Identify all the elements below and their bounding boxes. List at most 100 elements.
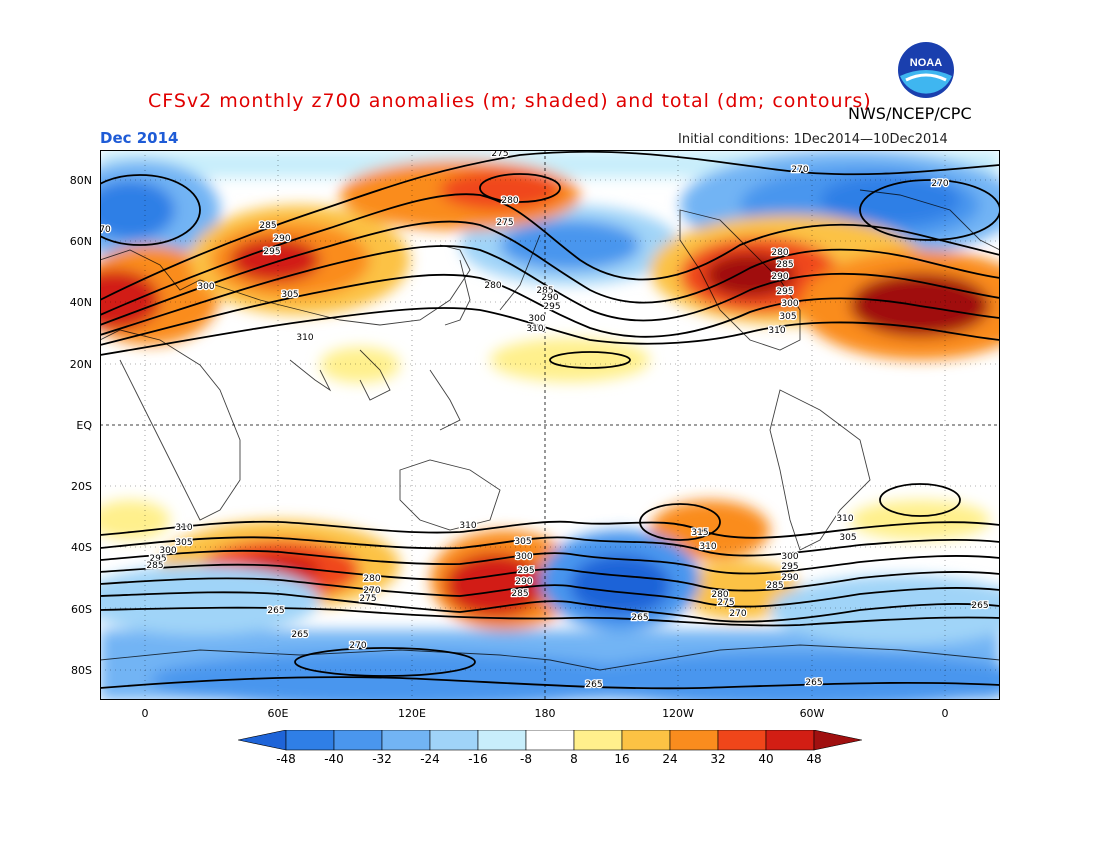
- contour-label: 285: [259, 221, 276, 231]
- colorbar-tick-label: -16: [468, 752, 488, 766]
- colorbar-tick-label: -48: [276, 752, 296, 766]
- contour-label: 270: [363, 586, 380, 596]
- colorbar-segment: [429, 730, 479, 751]
- contour-label: 310: [175, 523, 192, 533]
- colorbar-segment: [285, 730, 335, 751]
- contour-label: 310: [768, 326, 785, 336]
- colorbar: [238, 730, 862, 751]
- lat-label: 60N: [69, 235, 92, 248]
- colorbar-tick-label: 24: [662, 752, 678, 766]
- contour-label: 310: [699, 542, 716, 552]
- contour-label: 285: [766, 581, 783, 591]
- contour-label: 295: [149, 554, 166, 564]
- contour-label: 310: [459, 521, 476, 531]
- contour-label: 305: [528, 325, 545, 335]
- chart-title: CFSv2 monthly z700 anomalies (m; shaded)…: [148, 90, 872, 112]
- contour-label: 300: [781, 552, 798, 562]
- noaa-logo: NOAA: [898, 42, 954, 98]
- contour-label: 315: [691, 528, 708, 538]
- contour-label: 305: [281, 290, 298, 300]
- contour-label: 270: [729, 609, 746, 619]
- contour-label: 295: [263, 247, 280, 257]
- contour-label: 305: [175, 538, 192, 548]
- contour-label: 290: [273, 234, 290, 244]
- coastlines: [100, 189, 1000, 671]
- height-contours: [100, 150, 1000, 690]
- contour-label: 285: [776, 260, 793, 270]
- contour-label: 295: [781, 562, 798, 572]
- lat-label: 20N: [69, 358, 92, 371]
- contour-label: 300: [781, 299, 798, 309]
- colorbar-segment: [573, 730, 623, 751]
- colorbar-segment: [525, 730, 575, 751]
- lat-label: 20S: [71, 480, 92, 493]
- colorbar-end-low: [238, 730, 287, 751]
- contour-label: 310: [296, 333, 313, 343]
- contour-label: 285: [146, 561, 163, 571]
- lon-label: 60W: [799, 707, 825, 720]
- contour-label: 70: [100, 225, 111, 235]
- contour-label: 295: [517, 566, 534, 576]
- lat-label: 40N: [69, 296, 92, 309]
- lat-label: 80S: [71, 664, 92, 677]
- contour-label: 270: [931, 179, 948, 189]
- lat-label: EQ: [76, 419, 92, 432]
- contour-label: 305: [514, 537, 531, 547]
- contour-label: 275: [717, 598, 734, 608]
- contour-label: 280: [484, 281, 501, 291]
- colorbar-segment: [477, 730, 527, 751]
- lat-label: 40S: [71, 541, 92, 554]
- lon-label: 180: [534, 707, 556, 720]
- contour-label: 300: [159, 546, 176, 556]
- contour-label: 300: [528, 314, 545, 324]
- colorbar-tick-label: 16: [614, 752, 630, 766]
- contour-label: 265: [267, 606, 284, 616]
- contour-label: 290: [515, 577, 532, 587]
- colorbar-segment: [717, 730, 767, 751]
- colorbar-segment: [765, 730, 815, 751]
- contour-label: 290: [771, 272, 788, 282]
- colorbar-tick-label: 32: [710, 752, 726, 766]
- contour-label-layer: 2752702702802752852902953003053102802852…: [100, 150, 990, 691]
- lon-label: 120E: [398, 707, 426, 720]
- contour-label: 270: [791, 165, 808, 175]
- lon-label: 0: [141, 707, 149, 720]
- colorbar-tick-label: -24: [420, 752, 440, 766]
- contour-label: 305: [839, 533, 856, 543]
- contour-label: 285: [511, 589, 528, 599]
- contour-label: 265: [631, 613, 648, 623]
- colorbar-tick-label: 40: [758, 752, 774, 766]
- contour-label: 285: [536, 286, 553, 296]
- contour-label: 275: [496, 218, 513, 228]
- colorbar-tick-label: 48: [806, 752, 822, 766]
- lon-label: 120W: [662, 707, 694, 720]
- colorbar-segment: [621, 730, 671, 751]
- lon-label: 60E: [267, 707, 289, 720]
- colorbar-tick-label: 8: [570, 752, 578, 766]
- initial-conditions: Initial conditions: 1Dec2014—10Dec2014: [678, 132, 948, 147]
- contour-label: 280: [363, 574, 380, 584]
- contour-label: 280: [501, 196, 518, 206]
- contour-label: 265: [291, 630, 308, 640]
- lat-label: 60S: [71, 603, 92, 616]
- lat-label: 80N: [69, 174, 92, 187]
- contour-label: 265: [585, 680, 602, 690]
- contour-label: 310: [836, 514, 853, 524]
- contour-label: 275: [491, 150, 508, 159]
- contour-label: 265: [971, 601, 988, 611]
- colorbar-segment: [333, 730, 383, 751]
- month-label: Dec 2014: [100, 129, 179, 147]
- contour-label: 265: [805, 678, 822, 688]
- colorbar-tick-label: -32: [372, 752, 392, 766]
- logo-text: NOAA: [910, 57, 942, 69]
- anomaly-map: 2752702702802752852902953003053102802852…: [100, 150, 1000, 700]
- contour-label: 295: [776, 287, 793, 297]
- contour-label: 280: [771, 248, 788, 258]
- agency-label: NWS/NCEP/CPC: [848, 104, 972, 123]
- contour-label: 295: [543, 302, 560, 312]
- colorbar-end-high: [813, 730, 862, 751]
- contour-label: 270: [349, 641, 366, 651]
- contour-label: 290: [781, 573, 798, 583]
- lat-lon-grid: [100, 150, 1000, 700]
- contour-label: 300: [197, 282, 214, 292]
